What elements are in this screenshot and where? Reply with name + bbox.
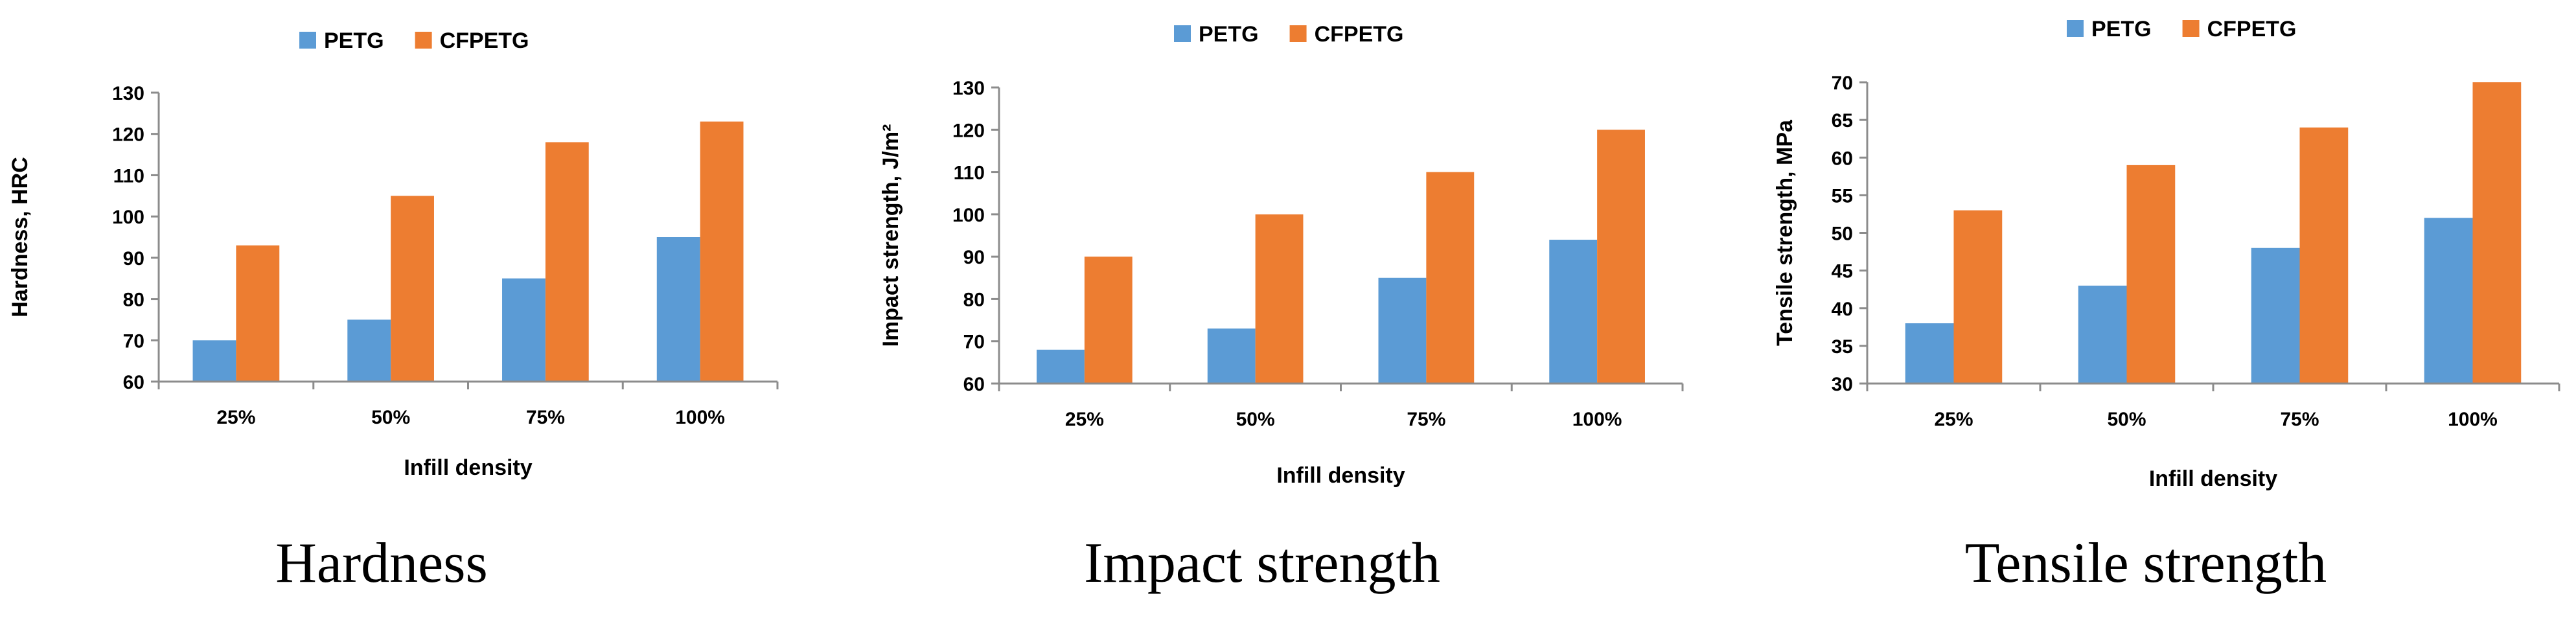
y-axis-title: Hardness, HRC (8, 157, 32, 317)
panel-caption: Impact strength (1084, 532, 1440, 595)
y-tick-label: 90 (123, 248, 144, 270)
y-tick-label: 110 (113, 165, 144, 187)
bar-petg-2 (347, 319, 391, 382)
y-tick-label: 65 (1832, 110, 1853, 132)
y-tick-label: 80 (963, 289, 985, 310)
bar-petg-3 (1378, 277, 1427, 384)
y-tick-label: 130 (952, 78, 985, 99)
legend-swatch-cfpetg (415, 32, 432, 49)
legend-label-cfpetg: CFPETG (440, 29, 529, 53)
panel-caption: Tensile strength (1965, 532, 2327, 595)
y-tick-label: 60 (963, 374, 985, 395)
y-tick-label: 45 (1832, 261, 1853, 282)
bar-cfpetg-2 (391, 196, 434, 382)
y-tick-label: 110 (954, 163, 985, 184)
legend-swatch-cfpetg (2182, 20, 2200, 37)
legend-label-petg: PETG (2091, 17, 2152, 41)
y-tick-label: 100 (952, 205, 985, 226)
y-tick-label: 50 (1832, 224, 1853, 245)
bar-petg-2 (1207, 328, 1256, 384)
x-tick-label: 75% (2280, 409, 2319, 430)
bar-cfpetg-4 (1597, 130, 1645, 384)
bar-petg-1 (192, 340, 236, 382)
x-tick-label: 100% (1572, 409, 1622, 430)
bar-cfpetg-3 (2299, 127, 2349, 384)
y-tick-label: 70 (963, 332, 985, 353)
y-axis-title: Impact strength, J/m² (879, 124, 903, 347)
x-axis-title: Infill density (2149, 466, 2277, 491)
y-tick-label: 100 (112, 207, 144, 228)
y-tick-label: 70 (123, 330, 144, 352)
bar-petg-4 (656, 237, 700, 382)
bar-cfpetg-1 (1084, 257, 1133, 384)
x-axis-title: Infill density (404, 455, 532, 480)
x-tick-label: 50% (1236, 409, 1275, 430)
y-tick-label: 130 (112, 83, 144, 104)
bar-petg-4 (1549, 240, 1598, 384)
x-axis-title: Infill density (1276, 463, 1405, 488)
legend-label-petg: PETG (1199, 22, 1259, 47)
y-tick-label: 80 (123, 290, 144, 311)
y-tick-label: 55 (1832, 185, 1853, 207)
x-tick-label: 25% (1065, 409, 1104, 430)
legend-swatch-petg (299, 32, 316, 49)
bar-petg-3 (502, 278, 546, 382)
y-tick-label: 120 (952, 120, 985, 141)
bar-petg-1 (1905, 323, 1954, 384)
y-tick-label: 70 (1832, 73, 1853, 94)
bar-cfpetg-2 (1255, 214, 1304, 384)
y-tick-label: 60 (1832, 148, 1853, 169)
x-tick-label: 50% (371, 407, 410, 428)
y-tick-label: 30 (1832, 374, 1853, 395)
bar-cfpetg-1 (236, 245, 280, 382)
legend-swatch-cfpetg (1289, 25, 1307, 42)
y-axis-title: Tensile strength, MPa (1773, 119, 1797, 346)
bar-cfpetg-3 (545, 142, 589, 382)
panel-caption: Hardness (275, 532, 487, 595)
legend-label-cfpetg: CFPETG (2207, 17, 2297, 41)
bar-petg-3 (2251, 247, 2300, 384)
y-tick-label: 40 (1832, 299, 1853, 320)
bar-cfpetg-3 (1426, 172, 1475, 384)
legend-label-cfpetg: CFPETG (1315, 22, 1404, 47)
legend-swatch-petg (1174, 25, 1191, 42)
x-tick-label: 75% (526, 407, 565, 428)
bar-petg-4 (2424, 218, 2473, 384)
bar-petg-2 (2078, 285, 2127, 384)
bar-cfpetg-4 (700, 121, 744, 382)
bar-cfpetg-4 (2472, 82, 2522, 384)
hardness-chart: 60 70 80 90 100 110 120 130 25% 50% 75% 100% Infill … (8, 29, 779, 595)
x-tick-label: 50% (2107, 409, 2146, 430)
legend-label-petg: PETG (324, 29, 384, 53)
y-tick-label: 90 (963, 247, 985, 268)
tensile-strength-chart: 30 35 40 45 50 55 60 65 70 25% 50% 75% 100% Infill de… (1773, 17, 2560, 595)
bar-cfpetg-2 (2126, 165, 2176, 384)
y-tick-label: 60 (123, 372, 144, 393)
x-tick-label: 25% (216, 407, 255, 428)
x-tick-label: 75% (1407, 409, 1445, 430)
bar-petg-1 (1037, 349, 1085, 384)
x-tick-label: 100% (2448, 409, 2498, 430)
x-tick-label: 100% (675, 407, 725, 428)
impact-strength-chart: 60 70 80 90 100 110 120 130 25% 50% 75% 100% Infill … (879, 22, 1684, 595)
y-tick-label: 35 (1832, 336, 1853, 358)
bar-cfpetg-1 (1953, 210, 2003, 384)
legend-swatch-petg (2067, 20, 2084, 37)
y-tick-label: 120 (112, 124, 144, 146)
x-tick-label: 25% (1934, 409, 1973, 430)
